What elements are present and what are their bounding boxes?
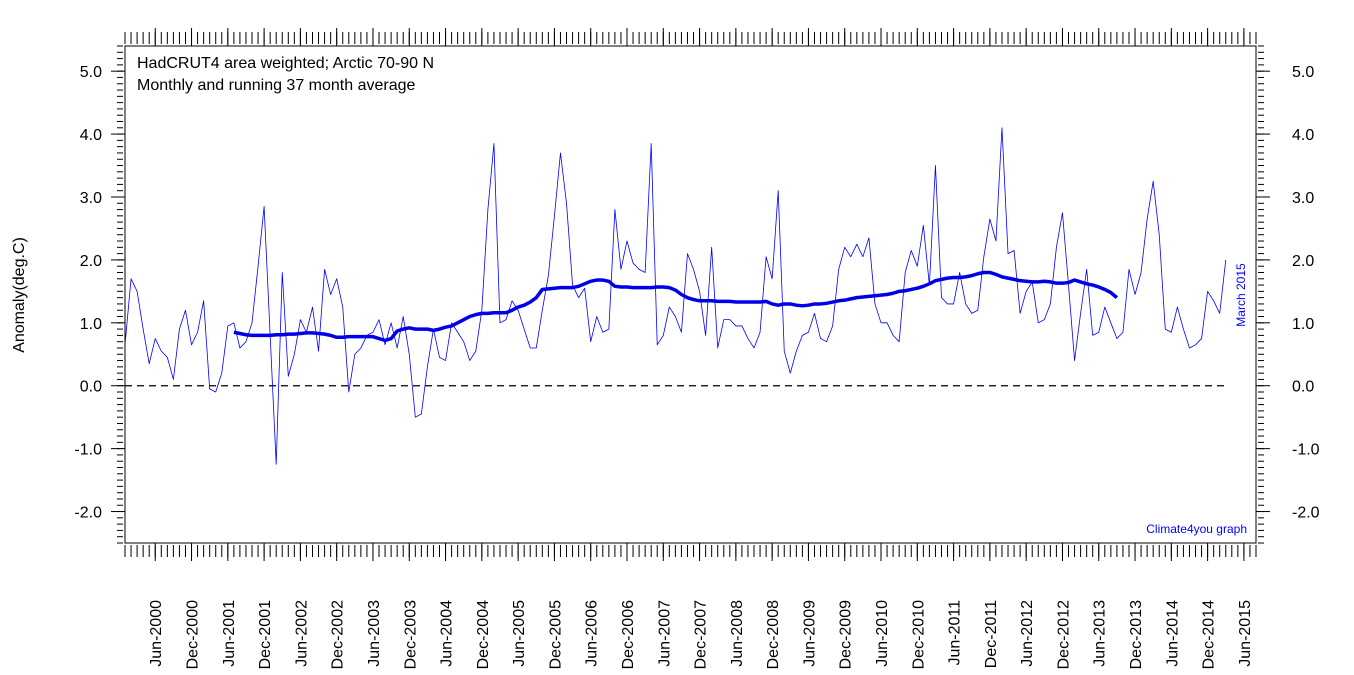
x-tick-label: Jun-2008: [729, 600, 746, 667]
monthly-line: [124, 127, 1227, 465]
x-tick-label: Jun-2003: [366, 600, 383, 667]
x-tick-label: Dec-2011: [983, 600, 1000, 668]
y-tick-label: 3.0: [80, 190, 102, 207]
x-tick-label: Jun-2009: [801, 600, 818, 667]
x-tick-label: Dec-2009: [838, 600, 855, 669]
y-tick-label: -2.0: [74, 505, 102, 522]
x-tick-label: Dec-2012: [1055, 600, 1072, 669]
x-tick-label: Dec-2008: [765, 600, 782, 669]
x-tick-label: Dec-2007: [693, 600, 710, 669]
x-tick-label: Jun-2011: [947, 600, 964, 666]
x-tick-label: Jun-2014: [1164, 600, 1181, 667]
x-tick-label: Jun-2005: [511, 600, 528, 667]
x-tick-label: Dec-2002: [330, 600, 347, 669]
x-tick-label: Jun-2002: [293, 600, 310, 667]
y2-tick-label: 1.0: [1292, 316, 1314, 333]
chart-title: HadCRUT4 area weighted; Arctic 70-90 N: [137, 55, 434, 72]
x-tick-label: Jun-2012: [1019, 600, 1036, 667]
x-tick-label: Jun-2007: [656, 600, 673, 667]
running-average-line: [233, 270, 1119, 343]
y-axis-label: Anomaly(deg.C): [11, 237, 28, 353]
y2-tick-label: 5.0: [1292, 64, 1314, 81]
x-tick-label: Jun-2006: [584, 600, 601, 667]
y2-tick-label: 0.0: [1292, 379, 1314, 396]
annotation: March 2015: [1234, 263, 1248, 327]
y2-tick-label: -2.0: [1292, 505, 1320, 522]
x-tick-label: Dec-2005: [547, 600, 564, 669]
x-tick-label: Jun-2013: [1092, 600, 1109, 667]
y-tick-label: 1.0: [80, 316, 102, 333]
x-tick-label: Dec-2006: [620, 600, 637, 669]
x-tick-label: Dec-2004: [475, 600, 492, 669]
x-tick-label: Jun-2015: [1237, 600, 1254, 667]
y2-tick-label: -1.0: [1292, 442, 1320, 459]
x-tick-label: Jun-2004: [439, 600, 456, 667]
y-tick-label: 4.0: [80, 127, 102, 144]
y-tick-label: 0.0: [80, 379, 102, 396]
annotation: Climate4you graph: [1146, 522, 1247, 536]
x-tick-label: Dec-2013: [1128, 600, 1145, 669]
x-tick-label: Dec-2000: [185, 600, 202, 669]
y-tick-label: 5.0: [80, 64, 102, 81]
y2-tick-label: 2.0: [1292, 253, 1314, 270]
x-tick-label: Jun-2001: [221, 600, 238, 667]
y-tick-label: -1.0: [74, 442, 102, 459]
y2-tick-label: 3.0: [1292, 190, 1314, 207]
y2-tick-label: 4.0: [1292, 127, 1314, 144]
x-tick-label: Dec-2014: [1201, 600, 1218, 669]
x-tick-label: Jun-2000: [148, 600, 165, 667]
x-tick-label: Dec-2010: [910, 600, 927, 669]
y-tick-label: 2.0: [80, 253, 102, 270]
plot-frame: [124, 45, 1257, 544]
x-tick-label: Dec-2001: [257, 600, 274, 669]
x-tick-label: Dec-2003: [402, 600, 419, 669]
x-tick-label: Jun-2010: [874, 600, 891, 667]
chart-subtitle: Monthly and running 37 month average: [137, 77, 416, 94]
